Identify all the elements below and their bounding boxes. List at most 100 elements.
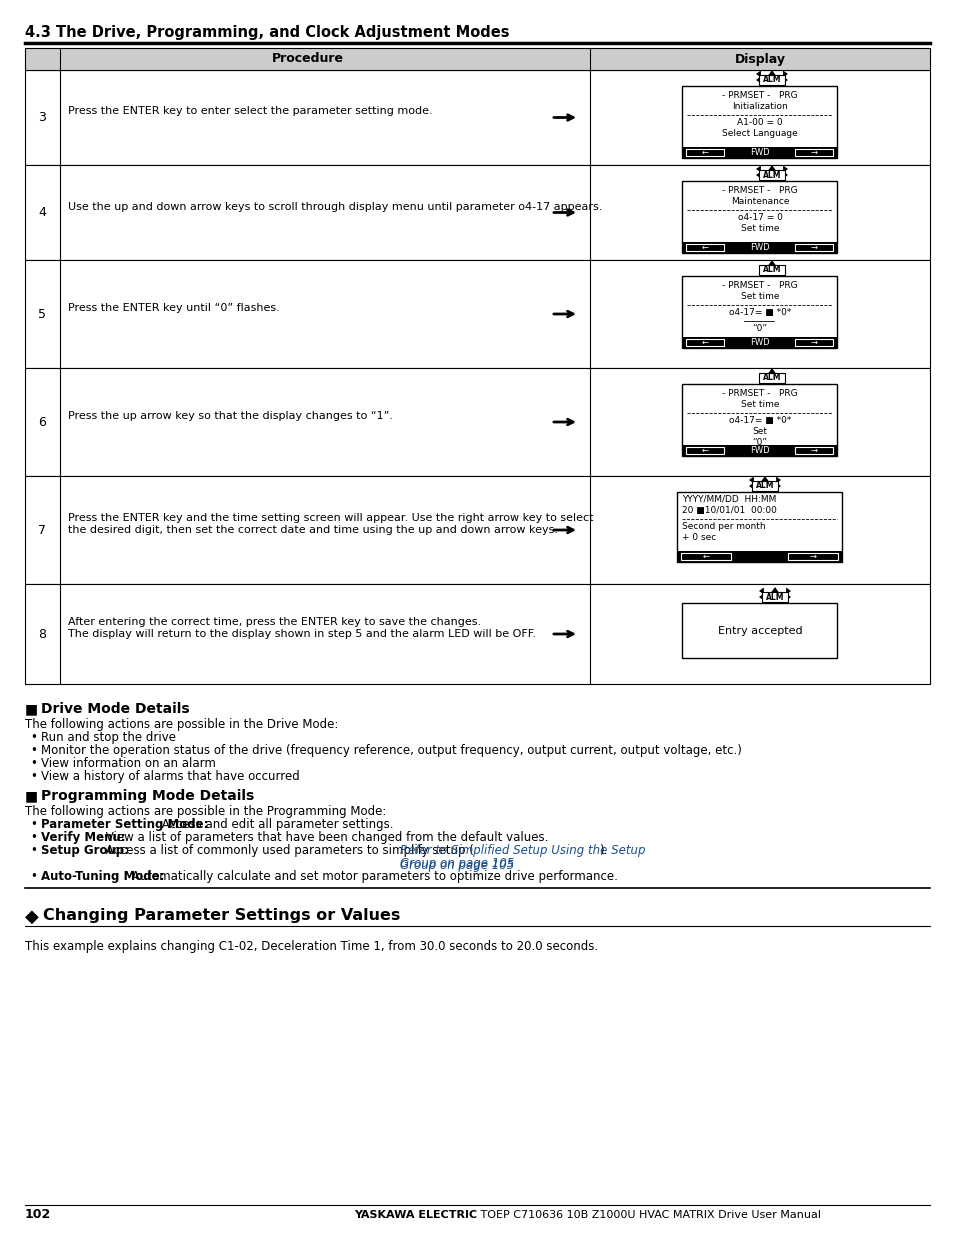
Text: ■: ■ bbox=[25, 701, 38, 716]
Text: Set: Set bbox=[752, 427, 767, 436]
Text: TOEP C710636 10B Z1000U HVAC MATRIX Drive User Manual: TOEP C710636 10B Z1000U HVAC MATRIX Driv… bbox=[477, 1210, 821, 1220]
Bar bbox=[686, 447, 723, 454]
Bar bbox=[25, 165, 929, 261]
Bar bbox=[795, 447, 833, 454]
Text: - PRMSET -   PRG: - PRMSET - PRG bbox=[721, 186, 797, 195]
Text: FWD: FWD bbox=[749, 446, 769, 454]
Polygon shape bbox=[785, 594, 790, 600]
Bar bbox=[759, 266, 784, 275]
Text: ALM: ALM bbox=[762, 373, 781, 383]
Bar bbox=[25, 261, 929, 368]
Bar bbox=[761, 592, 787, 601]
Text: Auto-Tuning Mode:: Auto-Tuning Mode: bbox=[41, 869, 164, 883]
Text: o4-17 = 0: o4-17 = 0 bbox=[737, 212, 781, 222]
Text: Press the ENTER key until “0” flashes.: Press the ENTER key until “0” flashes. bbox=[68, 303, 279, 312]
Bar bbox=[25, 70, 929, 165]
Text: The following actions are possible in the Drive Mode:: The following actions are possible in th… bbox=[25, 718, 338, 731]
Text: o4-17= ■ *0*: o4-17= ■ *0* bbox=[728, 416, 790, 425]
Text: ).: ). bbox=[598, 844, 606, 857]
Text: Set time: Set time bbox=[740, 224, 779, 233]
Polygon shape bbox=[782, 77, 787, 84]
Polygon shape bbox=[755, 172, 760, 179]
Polygon shape bbox=[782, 70, 787, 78]
Text: ALM: ALM bbox=[762, 75, 781, 84]
Bar bbox=[677, 492, 841, 562]
Text: →: → bbox=[809, 552, 816, 561]
Text: →: → bbox=[810, 338, 817, 347]
Text: Set time: Set time bbox=[740, 291, 779, 301]
Text: Press the up arrow key so that the display changes to “1”.: Press the up arrow key so that the displ… bbox=[68, 411, 393, 421]
Text: 7: 7 bbox=[38, 524, 47, 536]
Bar bbox=[795, 149, 833, 156]
Text: 102: 102 bbox=[25, 1209, 51, 1221]
Text: 20 ■10/01/01  00:00: 20 ■10/01/01 00:00 bbox=[681, 506, 777, 515]
Text: Set time: Set time bbox=[740, 400, 779, 409]
Polygon shape bbox=[767, 70, 775, 75]
Text: FWD: FWD bbox=[749, 148, 769, 157]
Bar bbox=[759, 170, 784, 180]
Bar bbox=[788, 553, 838, 559]
Text: ←: ← bbox=[702, 552, 709, 561]
Text: “0”: “0” bbox=[752, 438, 767, 447]
Bar bbox=[681, 603, 837, 658]
Polygon shape bbox=[782, 165, 787, 173]
Text: Select Language: Select Language bbox=[721, 128, 797, 138]
Polygon shape bbox=[767, 261, 775, 266]
Text: ←: ← bbox=[701, 148, 708, 157]
Bar bbox=[681, 384, 837, 456]
Bar bbox=[795, 338, 833, 346]
Text: •: • bbox=[30, 757, 37, 769]
Text: Maintenance: Maintenance bbox=[730, 198, 788, 206]
Text: The following actions are possible in the Programming Mode:: The following actions are possible in th… bbox=[25, 805, 386, 818]
Bar bbox=[686, 149, 723, 156]
Bar bbox=[25, 368, 929, 475]
Polygon shape bbox=[767, 165, 775, 170]
Polygon shape bbox=[776, 483, 781, 489]
Bar bbox=[25, 48, 929, 70]
Text: Programming Mode Details: Programming Mode Details bbox=[41, 789, 254, 803]
Text: - PRMSET -   PRG: - PRMSET - PRG bbox=[721, 91, 797, 100]
Text: ←: ← bbox=[701, 243, 708, 252]
Bar bbox=[681, 275, 837, 348]
Bar bbox=[686, 245, 723, 251]
Text: ALM: ALM bbox=[765, 593, 783, 601]
Text: Second per month: Second per month bbox=[681, 522, 765, 531]
Text: Press the ENTER key to enter select the parameter setting mode.: Press the ENTER key to enter select the … bbox=[68, 106, 432, 116]
Text: 6: 6 bbox=[38, 415, 47, 429]
Text: Run and stop the drive: Run and stop the drive bbox=[41, 731, 175, 743]
Text: Entry accepted: Entry accepted bbox=[717, 625, 801, 636]
Text: •: • bbox=[30, 869, 37, 883]
Text: View information on an alarm: View information on an alarm bbox=[41, 757, 215, 769]
Text: Initialization: Initialization bbox=[731, 103, 787, 111]
Text: →: → bbox=[810, 148, 817, 157]
Bar bbox=[681, 242, 837, 253]
Bar bbox=[795, 245, 833, 251]
Bar bbox=[681, 147, 837, 158]
Text: - PRMSET -   PRG: - PRMSET - PRG bbox=[721, 282, 797, 290]
Polygon shape bbox=[748, 477, 753, 483]
Polygon shape bbox=[755, 165, 760, 173]
Text: This example explains changing C1-02, Deceleration Time 1, from 30.0 seconds to : This example explains changing C1-02, De… bbox=[25, 940, 598, 953]
Polygon shape bbox=[776, 477, 781, 483]
Text: 5: 5 bbox=[38, 308, 47, 321]
Text: ALM: ALM bbox=[755, 482, 774, 490]
Text: •: • bbox=[30, 844, 37, 857]
Text: - PRMSET -   PRG: - PRMSET - PRG bbox=[721, 389, 797, 398]
Bar bbox=[681, 445, 837, 456]
Text: YASKAWA ELECTRIC: YASKAWA ELECTRIC bbox=[354, 1210, 477, 1220]
Text: •: • bbox=[30, 818, 37, 831]
Polygon shape bbox=[785, 588, 790, 594]
Bar bbox=[680, 553, 731, 559]
Text: Refer to Simplified Setup Using the Setup
Group on page 105: Refer to Simplified Setup Using the Setu… bbox=[399, 844, 644, 872]
Polygon shape bbox=[748, 483, 753, 489]
Text: “0”: “0” bbox=[752, 324, 767, 333]
Bar bbox=[677, 551, 841, 562]
Text: Access and edit all parameter settings.: Access and edit all parameter settings. bbox=[158, 818, 394, 831]
Polygon shape bbox=[759, 588, 763, 594]
Text: Parameter Setting Mode:: Parameter Setting Mode: bbox=[41, 818, 209, 831]
Text: FWD: FWD bbox=[749, 338, 769, 347]
Bar bbox=[25, 584, 929, 684]
Text: ◆: ◆ bbox=[25, 908, 39, 926]
Text: A1-00 = 0: A1-00 = 0 bbox=[737, 119, 782, 127]
Text: •: • bbox=[30, 831, 37, 844]
